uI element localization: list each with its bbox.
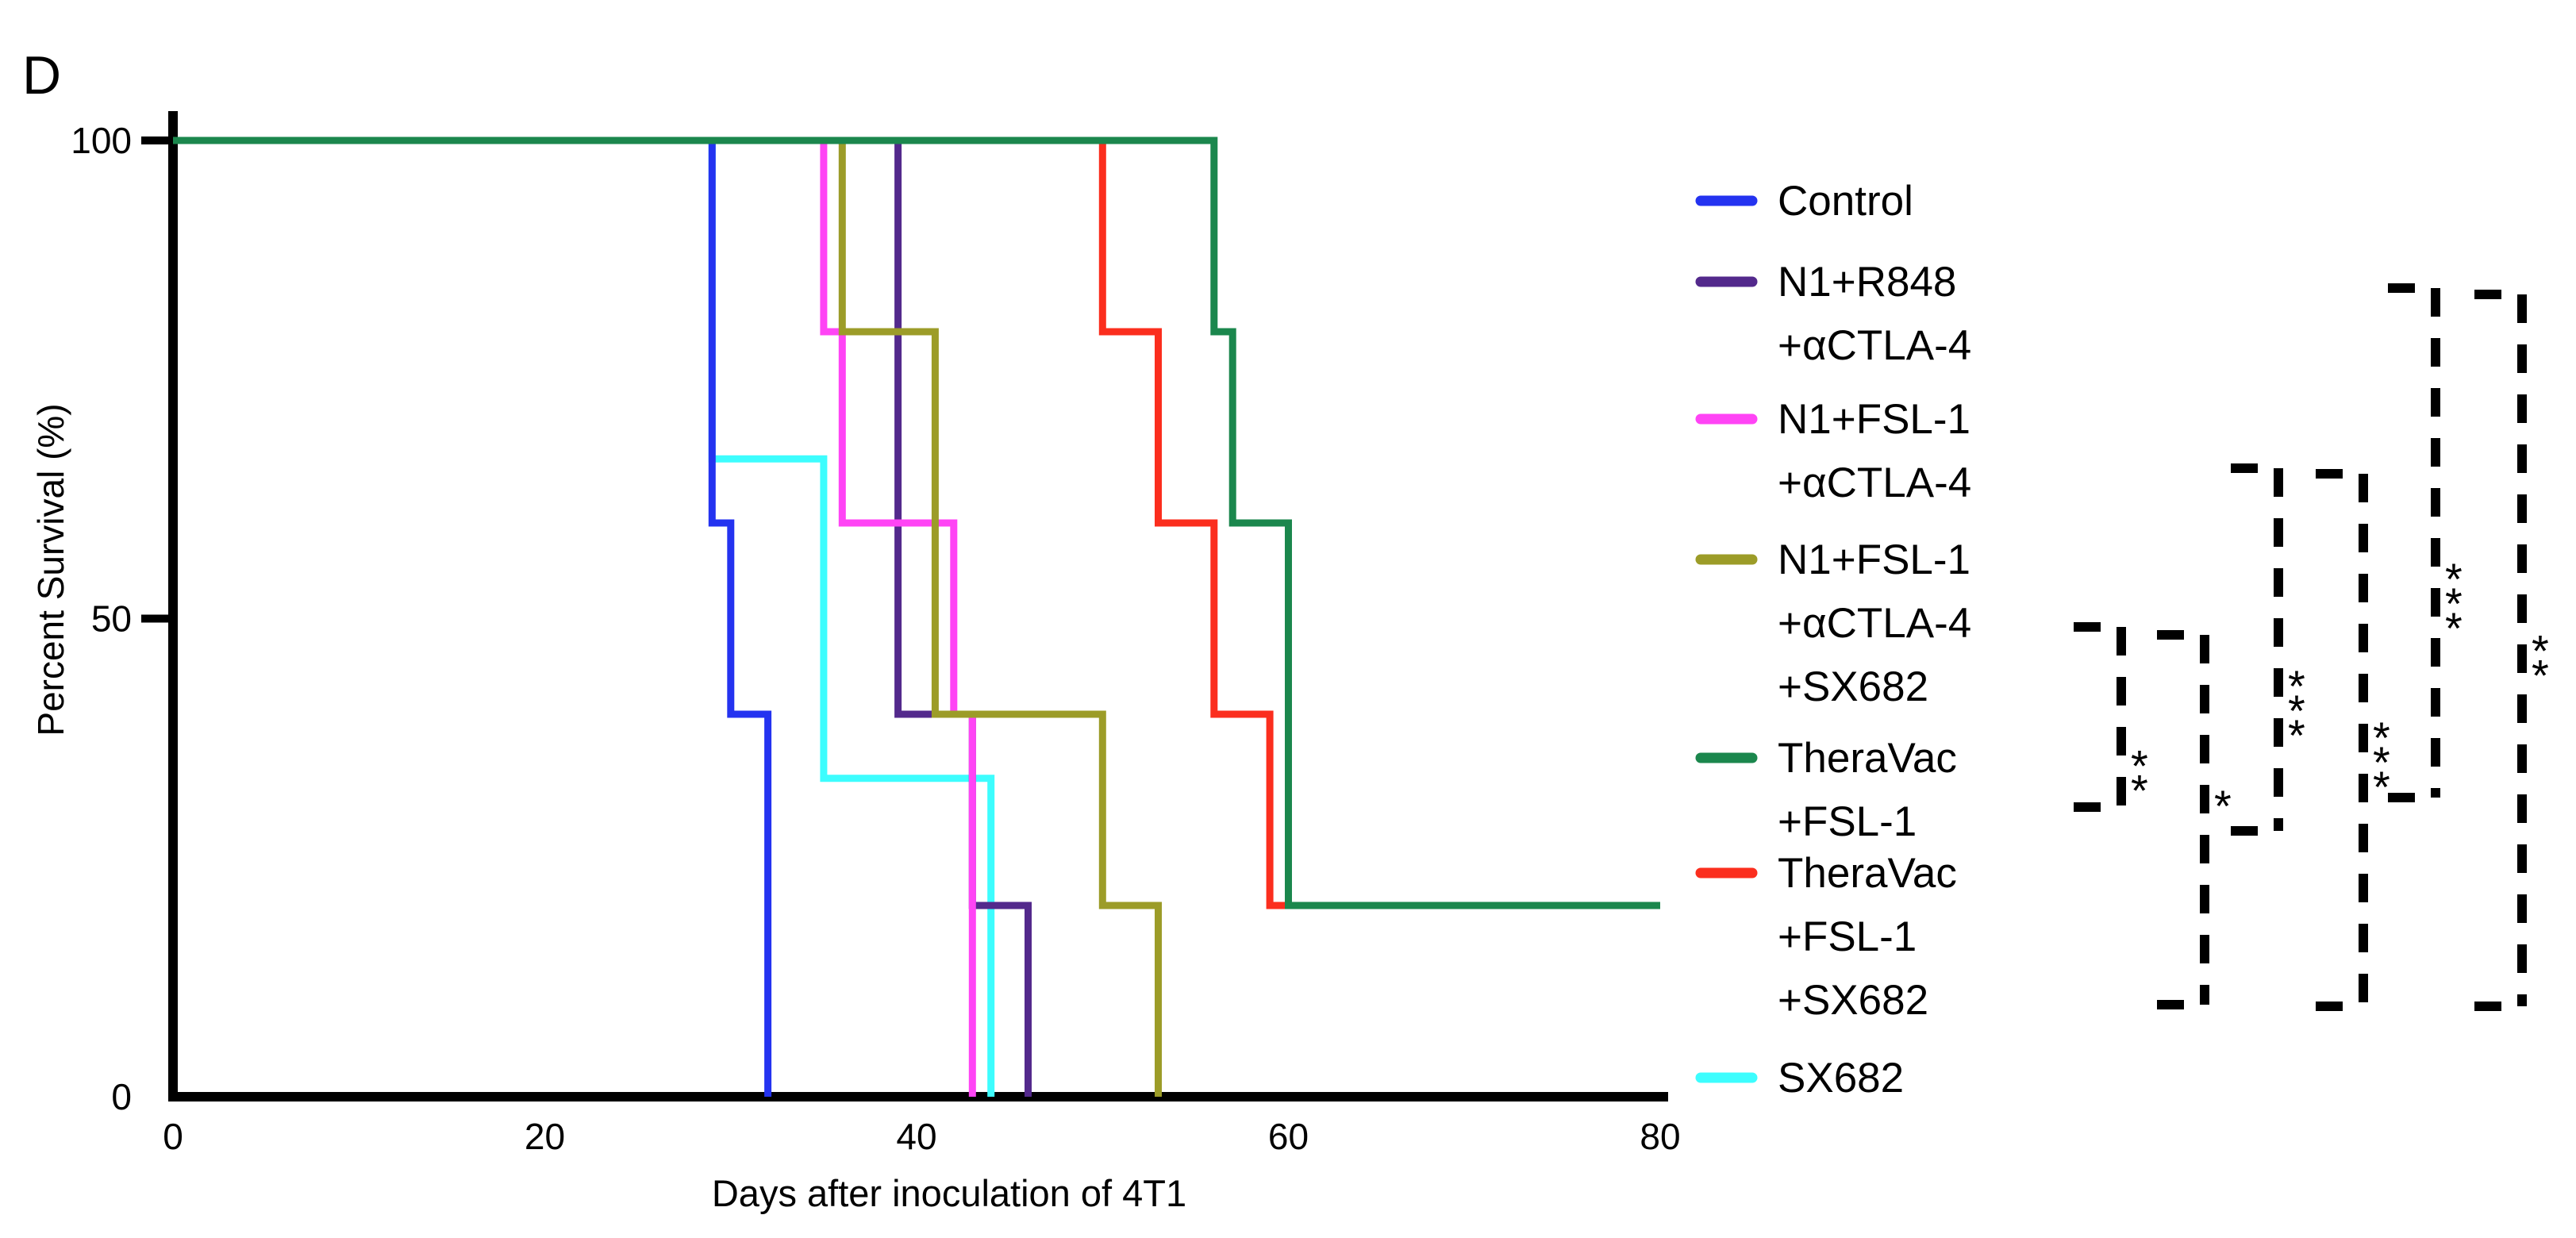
legend-label-line: +FSL-1 (1778, 913, 1917, 960)
significance-bracket: ** (2474, 290, 2549, 1011)
y-tick-label: 50 (91, 598, 132, 640)
legend: ControlN1+R848+αCTLA-4N1+FSL-1+αCTLA-4N1… (1695, 178, 1971, 1102)
significance-asterisk: * (2445, 579, 2463, 629)
legend-item: N1+FSL-1 +αCTLA-4 +SX682 (1695, 536, 1971, 710)
legend-item: Control (1695, 178, 1913, 225)
panel-label: D (22, 45, 61, 106)
significance-asterisk: * (2288, 661, 2305, 711)
legend-item: TheraVac +FSL-1 (1695, 735, 1957, 845)
legend-item: N1+FSL-1 +αCTLA-4 (1695, 396, 1971, 506)
legend-label-line: TheraVac (1778, 735, 1957, 782)
significance-asterisk: * (2445, 603, 2463, 653)
survival-curve-n1-fsl-1-ctla-4-sx682 (173, 136, 1162, 1097)
legend-label-line: TheraVac (1778, 850, 1957, 897)
significance-asterisk: * (2373, 737, 2390, 787)
survival-curve-control (173, 136, 772, 1097)
legend-label-line: +αCTLA-4 (1778, 600, 1971, 647)
legend-label-line: +αCTLA-4 (1778, 459, 1971, 506)
survival-curve-sx682 (173, 136, 995, 1097)
survival-curve-n1-fsl-1-ctla-4 (173, 136, 976, 1097)
x-tick-label: 0 (163, 1116, 183, 1157)
legend-item: N1+R848 +αCTLA-4 (1695, 259, 1971, 369)
significance-asterisk: * (2532, 651, 2549, 701)
significance-bracket: * (2157, 630, 2232, 1009)
legend-label-line: Control (1778, 178, 1913, 225)
legend-item: TheraVac +FSL-1 +SX682 (1695, 850, 1957, 1024)
significance-asterisk: * (2131, 766, 2148, 816)
significance-bracket: ** (2074, 622, 2148, 816)
y-tick-label: 0 (111, 1076, 132, 1117)
legend-label-line: +SX682 (1778, 977, 1928, 1024)
significance-asterisk: * (2288, 710, 2305, 760)
significance-bracket: *** (2231, 463, 2305, 836)
survival-curve-theravac-fsl-1 (173, 136, 1660, 909)
legend-label-line: N1+R848 (1778, 259, 1956, 306)
significance-bracket: *** (2316, 469, 2390, 1011)
significance-bracket: *** (2388, 283, 2463, 802)
x-tick-label: 40 (896, 1116, 936, 1157)
legend-label-line: +αCTLA-4 (1778, 322, 1971, 369)
legend-label-line: SX682 (1778, 1055, 1904, 1102)
significance-asterisk: * (2445, 554, 2463, 604)
significance-asterisk: * (2288, 686, 2305, 736)
significance-asterisk: * (2214, 781, 2232, 831)
y-tick-label: 100 (71, 120, 132, 161)
significance-brackets: ** **** ****** ** (2074, 283, 2549, 1011)
y-axis-title: Percent Survival (%) (30, 403, 71, 736)
significance-asterisk: * (2131, 741, 2148, 791)
axes (141, 111, 1668, 1102)
x-tick-label: 20 (525, 1116, 565, 1157)
significance-asterisk: * (2373, 762, 2390, 812)
x-tick-label: 60 (1268, 1116, 1309, 1157)
survival-curve-theravac-fsl-1-sx682 (173, 136, 1660, 909)
legend-item: SX682 (1695, 1055, 1904, 1102)
survival-curves (173, 136, 1660, 1097)
significance-asterisk: * (2373, 713, 2390, 763)
legend-label-line: +SX682 (1778, 663, 1928, 710)
survival-curve-n1-r848-ctla-4 (173, 136, 1032, 1097)
x-axis-title: Days after inoculation of 4T1 (712, 1172, 1186, 1214)
axis-tick-labels: 0 50 100 0 20 40 60 80 (71, 120, 1680, 1157)
significance-asterisk: * (2532, 626, 2549, 676)
legend-label-line: N1+FSL-1 (1778, 396, 1970, 443)
x-tick-label: 80 (1640, 1116, 1680, 1157)
legend-label-line: N1+FSL-1 (1778, 536, 1970, 583)
legend-label-line: +FSL-1 (1778, 798, 1917, 845)
